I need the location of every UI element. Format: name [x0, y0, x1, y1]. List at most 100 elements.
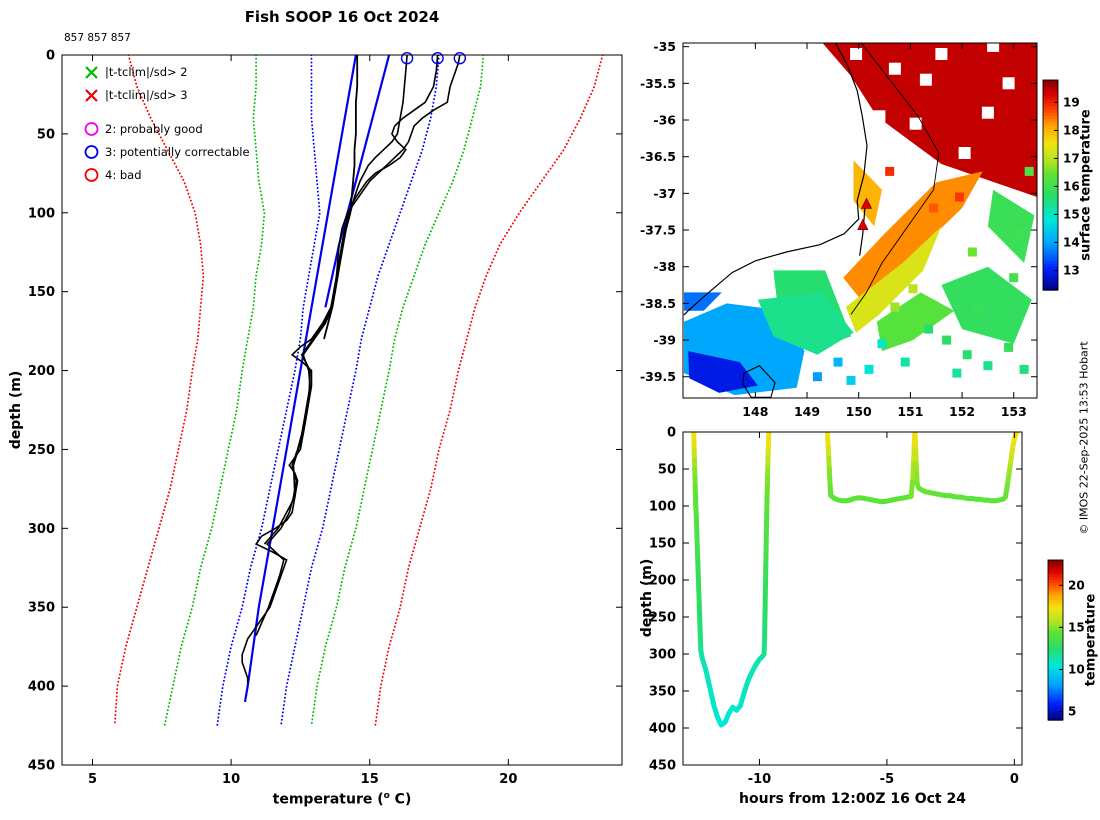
left-plot-box [61, 54, 623, 766]
colorbar-cell [1048, 575, 1063, 579]
colorbar-cell [1048, 687, 1063, 691]
colorbar-cell [1043, 106, 1058, 111]
colorbar-cell [1043, 234, 1058, 239]
colorbar-cell [1048, 675, 1063, 679]
sst-colorbar-label: surface temperature [1078, 109, 1094, 261]
y-tick-label: 200 [28, 364, 55, 379]
colorbar-cell [1048, 602, 1063, 606]
series-profile-leg [323, 55, 359, 340]
x-tick-label: 150 [846, 404, 872, 419]
series-clim-plus2sd [310, 55, 485, 727]
sst-speckle [877, 339, 887, 349]
island-coastline [742, 365, 776, 398]
colorbar-cell [1048, 712, 1063, 716]
y-tick-label: 150 [28, 285, 55, 300]
profile-point-counts: 857 857 857 [64, 32, 131, 44]
y-tick-label: 50 [658, 463, 676, 478]
y-tick-label: 50 [37, 127, 55, 142]
tow-trace-content [691, 432, 1020, 728]
colorbar-cell [1043, 168, 1058, 173]
colorbar-cell [1043, 155, 1058, 160]
y-tick-label: 250 [649, 611, 676, 626]
colorbar-cell [1043, 191, 1058, 196]
x-tick-label: 5 [88, 772, 97, 787]
colorbar-cell [1048, 660, 1063, 664]
sst-speckle [1014, 229, 1024, 239]
legend-circle-marker [84, 145, 99, 159]
colorbar-cell [1048, 645, 1063, 649]
colorbar-tick-label: 19 [1063, 95, 1080, 109]
x-tick-label: 10 [222, 772, 240, 787]
colorbar-cell [1043, 198, 1058, 203]
sst-speckle [885, 166, 895, 176]
sst-region-mid-green [757, 292, 854, 355]
sst-speckle [812, 372, 822, 382]
colorbar-cell [1048, 695, 1063, 699]
colorbar-cell [1048, 662, 1063, 666]
sst-speckle [929, 203, 939, 213]
colorbar-cell [1048, 717, 1063, 721]
colorbar-cell [1048, 710, 1063, 714]
colorbar-cell [1043, 270, 1058, 275]
colorbar-cell [1043, 185, 1058, 189]
series-clim-mean-b [324, 55, 391, 308]
colorbar-cell [1048, 565, 1063, 569]
cast-position-triangle [857, 218, 869, 230]
colorbar-cell [1048, 690, 1063, 694]
qc-flag3-circle [453, 52, 466, 65]
tow-plot-axes: -10 -5 0 0 50 100 150 200 250 300 350 400 450 [649, 426, 1023, 787]
tow-trace-segment [707, 684, 717, 707]
cloud-gap [919, 73, 932, 86]
colorbar-cell [1048, 612, 1063, 616]
sst-speckle [1024, 166, 1034, 176]
legend-circle-marker [84, 168, 99, 182]
y-tick-label: 0 [46, 49, 55, 64]
y-tick-label: 400 [649, 722, 676, 737]
colorbar-cell [1048, 617, 1063, 621]
colorbar-cell [1043, 263, 1058, 268]
tow-plot-box [682, 431, 1023, 766]
sst-region-west-cyan [684, 292, 722, 311]
colorbar-tick-label: 20 [1068, 578, 1085, 592]
colorbar-cell [1048, 570, 1063, 574]
sst-colorbar-border [1042, 79, 1059, 291]
colorbar-cell [1043, 221, 1058, 226]
colorbar-cell [1043, 253, 1058, 258]
cloud-gap [1002, 77, 1015, 90]
y-tick-label: 0 [667, 426, 676, 441]
colorbar-cell [1048, 607, 1063, 611]
colorbar-cell [1048, 572, 1063, 576]
colorbar-cell [1048, 702, 1063, 706]
colorbar-cell [1048, 637, 1063, 641]
colorbar-cell [1043, 280, 1058, 285]
colorbar-cell [1048, 647, 1063, 651]
colorbar-cell [1048, 560, 1063, 564]
sst-region-se-green [941, 266, 1032, 344]
y-tick-label: -35 [653, 39, 676, 54]
y-tick-label: 250 [28, 443, 55, 458]
legend-label: |t-tclim|/sd> 3 [105, 88, 188, 102]
colorbar-tick-label: 10 [1068, 662, 1085, 676]
colorbar-cell [1048, 692, 1063, 696]
colorbar-cell [1048, 707, 1063, 711]
sst-speckle [1019, 364, 1029, 374]
colorbar-tick-label: 14 [1063, 235, 1080, 249]
y-tick-label: 450 [649, 759, 676, 774]
series-profile-2 [255, 55, 439, 636]
legend-x-marker [85, 66, 98, 79]
cloud-gap [958, 147, 971, 159]
xlabel-degree-sup: o [383, 791, 390, 801]
colorbar-cell [1043, 247, 1058, 252]
colorbar-cell [1043, 152, 1058, 157]
left-xaxis-label: temperature (o C) [62, 791, 622, 808]
sst-speckle [1009, 273, 1019, 283]
colorbar-cell [1048, 582, 1063, 586]
x-tick-label: 152 [949, 404, 975, 419]
series-clim-minus2sd [163, 55, 266, 727]
y-tick-label: -36 [653, 113, 676, 128]
y-tick-label: -35.5 [640, 76, 676, 91]
xlabel-suffix: C) [389, 791, 412, 808]
colorbar-cell [1048, 577, 1063, 581]
colorbar-cell [1043, 119, 1058, 124]
sst-speckle [962, 350, 972, 360]
